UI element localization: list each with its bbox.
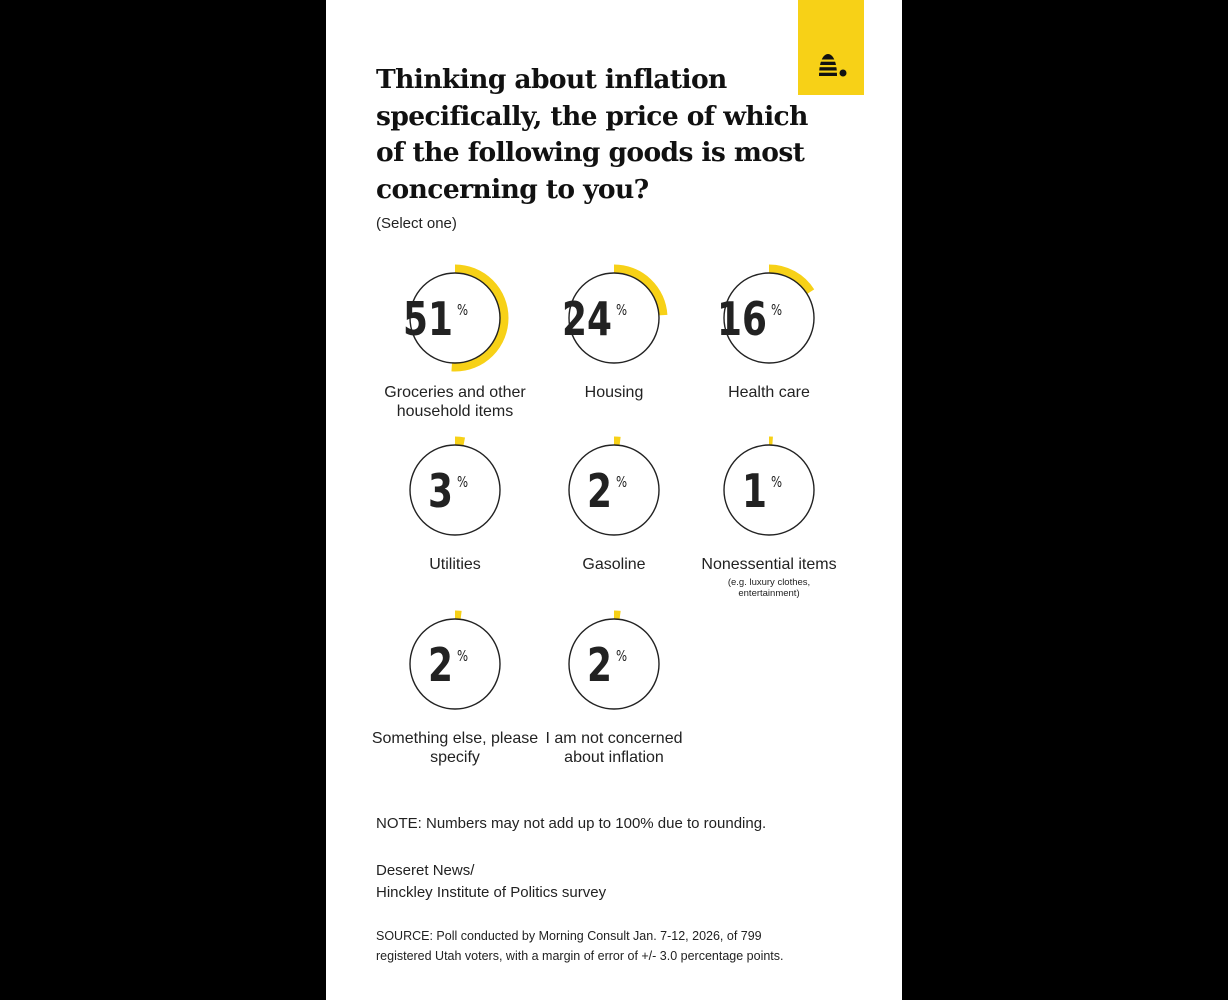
donut-ring [568,618,660,710]
source-line-1: SOURCE: Poll conducted by Morning Consul… [376,929,762,943]
credit: Deseret News/ Hinckley Institute of Poli… [376,860,606,904]
donut-ring [409,272,501,364]
category-label: Nonessential items [701,556,836,573]
percent-sign: % [457,475,468,492]
donut-grid: 51 % Groceries and other household items 24%… [372,264,837,766]
donut-ring [568,272,660,364]
category-label: Gasoline [582,556,645,573]
category-label: Utilities [429,556,481,573]
donut-arc [401,610,509,718]
donut-item: 51 % Groceries and other household items [384,264,526,420]
value-label: 2 [428,639,453,693]
donut-item: 3 % Utilities [401,436,509,573]
donut-arc [401,436,509,544]
donut-arc [715,436,823,544]
brand-badge [798,0,864,95]
percent-sign: % [457,303,468,320]
donut-item: 2 % Something else, please specify [372,610,538,766]
value-label: 24 [562,293,612,347]
donut-arc [560,610,668,718]
category-label: Something else, please specify [372,730,538,766]
beehive-icon [817,54,847,77]
percent-sign: % [616,475,627,492]
category-label: Groceries and other household items [384,384,526,420]
credit-line-2: Hinckley Institute of Politics survey [376,884,607,901]
donut-ring [409,618,501,710]
value-label: 51 [403,293,453,347]
percent-sign: % [616,303,627,320]
rounding-note: NOTE: Numbers may not add up to 100% due… [376,815,767,832]
value-label: 1 [742,465,767,519]
percent-sign: % [457,649,468,666]
category-label: Housing [585,384,644,401]
value-label: 16 [717,293,767,347]
source-note: SOURCE: Poll conducted by Morning Consul… [376,926,846,966]
donut-item: 24 % Housing [560,264,668,401]
donut-ring [723,272,815,364]
value-label: 3 [428,465,453,519]
donut-item: 2 % I am not concerned about inflation [546,610,683,766]
percent-sign: % [771,303,782,320]
category-label: I am not concerned about inflation [546,730,683,766]
percent-sign: % [616,649,627,666]
donut-arc [401,264,509,372]
donut-item: 16 % Health care [715,264,823,401]
donut-ring [568,444,660,536]
donut-item: 1 % Nonessential items (e.g. luxury clothes… [701,436,837,599]
category-label: Health care [728,384,810,401]
donut-ring [409,444,501,536]
donut-ring [723,444,815,536]
infographic-panel: Thinking about inflation specifically, t… [326,0,902,1000]
donut-item: 2 % Gasoline [560,436,668,573]
source-line-2: registered Utah voters, with a margin of… [376,949,784,963]
chart-title: Thinking about inflation specifically, t… [376,64,808,205]
donut-arc [560,264,668,372]
percent-sign: % [771,475,782,492]
value-label: 2 [587,465,612,519]
donut-arc [715,264,823,372]
category-sublabel: (e.g. luxury clothes, entertainment) [728,577,810,599]
donut-arc [560,436,668,544]
chart-subtitle: (Select one) [376,215,457,232]
credit-line-1: Deseret News/ [376,862,475,879]
value-label: 2 [587,639,612,693]
